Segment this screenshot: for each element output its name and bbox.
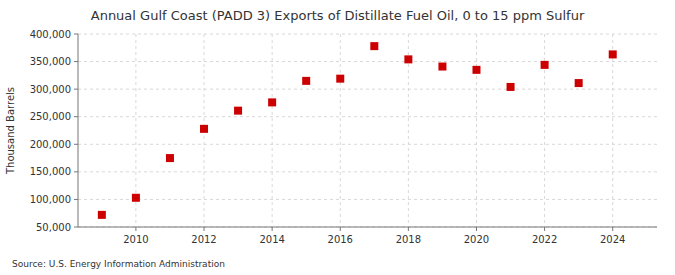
x-tick	[272, 227, 273, 231]
y-tick-label: 250,000	[30, 111, 71, 122]
point	[200, 125, 208, 133]
x-tick	[408, 227, 409, 231]
x-grid-line	[272, 34, 273, 227]
point	[472, 66, 480, 74]
y-grid-line	[78, 144, 657, 145]
chart-svg: Annual Gulf Coast (PADD 3) Exports of Di…	[0, 0, 675, 275]
x-grid-line	[612, 34, 613, 227]
point	[575, 79, 583, 87]
y-tick	[74, 144, 78, 145]
y-grid-line	[78, 61, 657, 62]
y-tick	[74, 199, 78, 200]
y-tick	[74, 89, 78, 90]
point	[132, 194, 140, 202]
y-tick-label: 50,000	[36, 222, 71, 233]
point	[370, 42, 378, 50]
y-tick-label: 300,000	[30, 84, 71, 95]
x-tick-label: 2012	[191, 234, 216, 245]
x-tick-label: 2010	[123, 234, 148, 245]
x-tick-label: 2022	[532, 234, 557, 245]
x-tick-label: 2020	[464, 234, 489, 245]
axes: 50,000 100,000 150,000 200,000 250,000 300,00…	[30, 29, 657, 246]
y-grid-line	[78, 227, 657, 228]
y-axis-line	[78, 34, 79, 227]
y-grid-line	[78, 116, 657, 117]
y-tick-label: 400,000	[30, 29, 71, 40]
point	[166, 154, 174, 162]
points	[98, 42, 617, 219]
x-tick-label: 2024	[600, 234, 625, 245]
point	[404, 55, 412, 63]
y-tick	[74, 34, 78, 35]
x-tick-label: 2014	[259, 234, 284, 245]
y-grid-line	[78, 89, 657, 90]
point	[302, 77, 310, 85]
title: Annual Gulf Coast (PADD 3) Exports of Di…	[91, 8, 585, 23]
x-tick-label: 2016	[328, 234, 353, 245]
point	[541, 61, 549, 69]
point	[98, 211, 106, 219]
x-grid-line	[340, 34, 341, 227]
y-tick	[74, 61, 78, 62]
y-grid-line	[78, 34, 657, 35]
x-tick	[340, 227, 341, 231]
source-note: Source: U.S. Energy Information Administ…	[12, 259, 225, 269]
x-tick	[204, 227, 205, 231]
y-tick	[74, 171, 78, 172]
x-tick	[135, 227, 136, 231]
point	[609, 50, 617, 58]
grid	[78, 34, 657, 227]
point	[438, 63, 446, 71]
x-tick	[612, 227, 613, 231]
point	[234, 107, 242, 115]
x-tick	[476, 227, 477, 231]
point	[268, 98, 276, 106]
chart-container: Annual Gulf Coast (PADD 3) Exports of Di…	[0, 0, 675, 275]
y-tick	[74, 227, 78, 228]
y-tick-label: 200,000	[30, 139, 71, 150]
y-tick-label: 350,000	[30, 56, 71, 67]
x-axis-line	[78, 227, 657, 228]
x-grid-line	[476, 34, 477, 227]
y-tick-label: 150,000	[30, 166, 71, 177]
y-tick-label: 100,000	[30, 194, 71, 205]
x-tick	[544, 227, 545, 231]
y-tick	[74, 116, 78, 117]
y-grid-line	[78, 171, 657, 172]
y-grid-line	[78, 199, 657, 200]
y-axis-label: Thousand Barrels	[5, 87, 16, 175]
point	[336, 75, 344, 83]
x-tick-label: 2018	[396, 234, 421, 245]
point	[507, 83, 515, 91]
